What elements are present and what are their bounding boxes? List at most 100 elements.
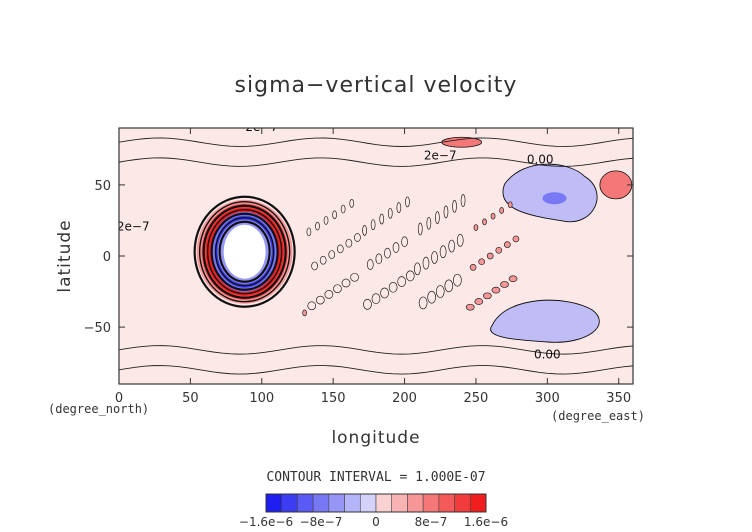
colorbar-tick-label: 8e−7 [415, 515, 448, 529]
contour-cell [362, 225, 367, 236]
contour-cell [486, 252, 494, 260]
y-tick-label: −50 [84, 321, 111, 336]
chart-title: sigma−vertical velocity [235, 73, 518, 98]
colorbar-swatch [328, 493, 345, 513]
contour-cell [482, 218, 487, 226]
contour-cell [333, 284, 342, 294]
contour-cell [323, 216, 329, 225]
x-tick-label: 200 [392, 391, 417, 406]
y-tick-label: 0 [103, 250, 111, 265]
contour-cell [345, 238, 353, 248]
contour-cell [349, 199, 355, 208]
colorbar-swatch [312, 493, 330, 513]
colorbar-tick-label: −1.6e−6 [239, 515, 293, 529]
contour-cell [435, 211, 440, 224]
colorbar-tick-label: −8e−7 [300, 515, 343, 529]
colorbar [265, 493, 487, 513]
contour-label: 2e−7 [424, 148, 457, 162]
contour-interval-text: CONTOUR INTERVAL = 1.000E-07 [266, 470, 485, 485]
ring-contour [193, 195, 296, 308]
contour-cell [474, 298, 484, 305]
contour-cell [426, 216, 432, 230]
contour-cell [427, 290, 437, 304]
colorbar-swatch [469, 493, 487, 513]
contour-cell [490, 212, 496, 220]
colorbar-swatch [359, 493, 377, 513]
contour-line [119, 365, 633, 375]
contour-cell [371, 293, 381, 305]
contour-cell [431, 251, 438, 264]
contour-cell [473, 224, 479, 231]
contour-label: 2e−7 [117, 219, 150, 233]
contour-cell [417, 222, 423, 236]
contour-cell [444, 279, 454, 293]
contour-cell [315, 221, 320, 231]
x-tick-label: 100 [249, 391, 274, 406]
colorbar-swatch [281, 493, 298, 513]
positive-region [441, 136, 483, 148]
contour-cell [507, 201, 513, 209]
colorbar-swatch [407, 493, 424, 513]
contour-cell [448, 239, 456, 253]
colorbar-tick-label: 0 [372, 515, 380, 529]
contour-cell [340, 204, 346, 214]
contour-cell [384, 247, 391, 259]
contour-cell [307, 301, 317, 311]
x-axis-ticks: 0 50 100 150 200 250 300 350 [115, 128, 631, 406]
contour-cell [332, 210, 337, 220]
ring-contour [202, 204, 287, 299]
ring-contour [198, 201, 291, 303]
contour-cell [396, 202, 402, 213]
contour-cell [388, 281, 398, 293]
contour-cell [401, 236, 408, 248]
contour-cell [311, 261, 318, 271]
contour-label: 0.00 [534, 347, 561, 361]
colorbar-swatch [265, 493, 283, 513]
contour-cell [478, 258, 486, 266]
contour-cell [405, 270, 415, 282]
contour-cell [366, 259, 374, 270]
contour-cell [512, 235, 520, 243]
contour-cell [315, 295, 325, 305]
colorbar-swatch [438, 493, 455, 513]
contour-cell [504, 241, 511, 248]
colorbar-swatch [422, 493, 440, 513]
contour-cell [443, 205, 449, 219]
colorbar-swatch [297, 493, 314, 513]
contour-label: 0.00 [527, 153, 554, 167]
contour-cell [392, 242, 400, 253]
colorbar-swatch [391, 493, 408, 513]
contour-cell [435, 285, 445, 298]
x-tick-label: 350 [606, 391, 631, 406]
contour-line [119, 345, 633, 355]
contour-cell [387, 207, 393, 219]
colorbar-swatch [375, 493, 393, 513]
contour-cell [495, 246, 503, 254]
ring-fill [223, 224, 266, 279]
colorbar-tick-label: 1.6e−6 [464, 515, 508, 529]
contour-cell [452, 199, 457, 213]
x-tick-label: 300 [535, 391, 560, 406]
ring-contour [206, 209, 283, 295]
negative-region-core [542, 192, 567, 205]
x-tick-label: 50 [182, 391, 199, 406]
contour-cell [370, 219, 376, 231]
contour-cell [499, 207, 504, 214]
contour-line [119, 137, 633, 147]
ring-contour [210, 212, 279, 291]
x-tick-label: 0 [115, 391, 123, 406]
contour-cell [465, 303, 475, 311]
y-axis-label: latitude [55, 219, 75, 292]
contour-cell [418, 296, 428, 310]
contour-cell [324, 290, 334, 299]
contour-cell [469, 264, 477, 271]
contour-cell [306, 227, 312, 237]
contour-cell [363, 299, 372, 310]
x-axis-unit: (degree_east) [551, 409, 645, 423]
contour-cell [375, 253, 383, 265]
contour-cell [422, 256, 430, 270]
contour-cell [336, 244, 344, 254]
